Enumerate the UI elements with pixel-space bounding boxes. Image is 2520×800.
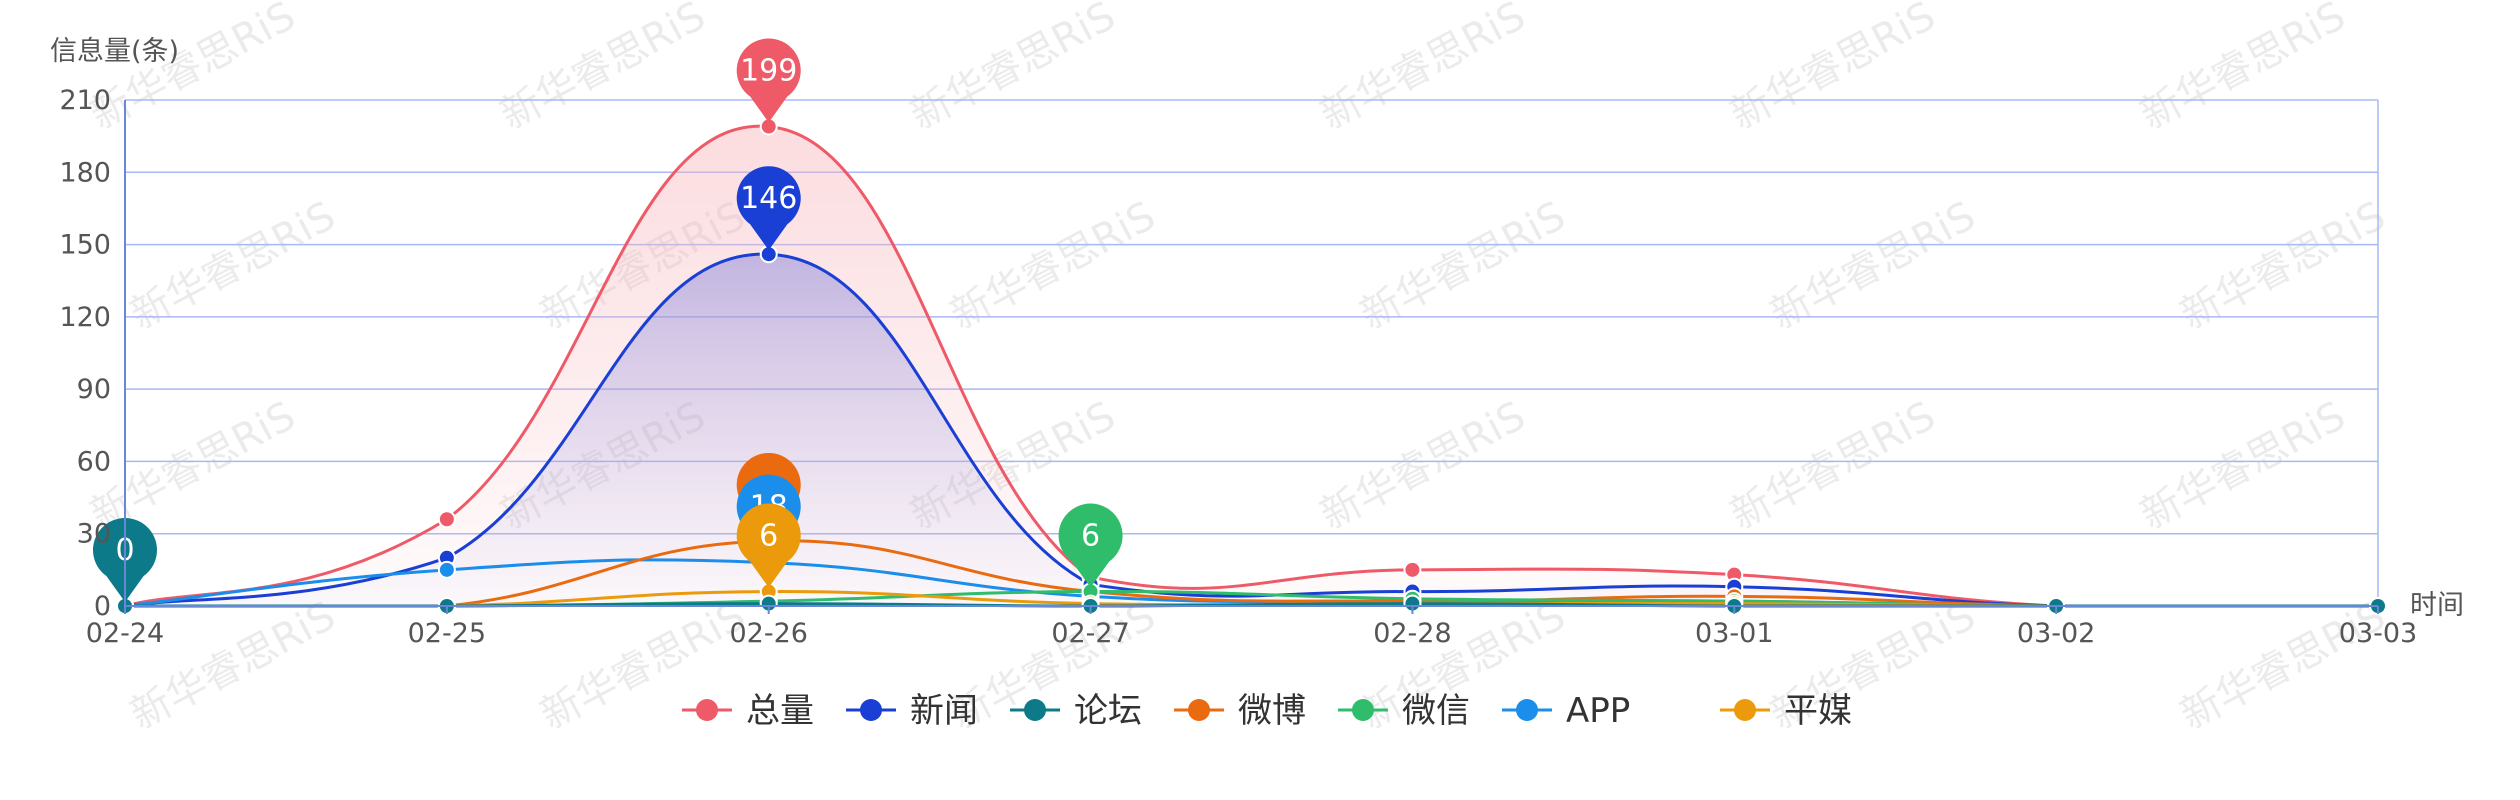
y-axis-title: 信息量(条) (50, 36, 179, 67)
x-tick-label: 03-03 (2339, 618, 2417, 649)
legend-item-总量[interactable]: 总量 (682, 691, 814, 731)
legend-label: APP (1566, 691, 1630, 731)
x-tick-label: 02-27 (1051, 618, 1129, 649)
legend-marker (1188, 699, 1210, 721)
legend-label: 新闻 (910, 691, 978, 731)
watermark-text: 新华睿思RiS (533, 593, 753, 739)
data-point[interactable] (1403, 560, 1422, 579)
data-point[interactable] (437, 560, 456, 579)
x-tick-label: 02-26 (729, 618, 807, 649)
legend-marker (1352, 699, 1374, 721)
pin-label: 146 (740, 181, 797, 216)
area-新闻 (125, 254, 2378, 606)
y-tick-label: 0 (94, 591, 111, 622)
legend-label: 微博 (1238, 691, 1306, 731)
legend-item-平媒[interactable]: 平媒 (1720, 691, 1852, 731)
legend-marker (860, 699, 882, 721)
watermark-text: 新华睿思RiS (123, 593, 343, 739)
area-fills (125, 126, 2378, 606)
legend-item-微博[interactable]: 微博 (1174, 691, 1306, 731)
y-tick-label: 30 (77, 519, 111, 550)
watermark-text: 新华睿思RiS (903, 0, 1123, 139)
legend-label: 论坛 (1074, 691, 1142, 731)
watermark-text: 新华睿思RiS (83, 393, 303, 539)
legend-label: 微信 (1402, 691, 1470, 731)
y-tick-label: 150 (59, 230, 111, 261)
legend-marker (1734, 699, 1756, 721)
legend-item-APP[interactable]: APP (1502, 691, 1630, 731)
legend[interactable]: 总量 新闻 论坛 微博 微信 APP 平媒 (682, 691, 1852, 731)
pin-新闻[interactable]: 146 (736, 166, 801, 251)
legend-item-新闻[interactable]: 新闻 (846, 691, 978, 731)
watermark-text: 新华睿思RiS (1723, 0, 1943, 139)
axes: 信息量(条) 时间 0 30 60 90 120 150 180 210 02-24 02-25 0… (50, 36, 2464, 649)
pin-marker (736, 38, 801, 123)
x-tick-label: 03-02 (2017, 618, 2095, 649)
watermark-text: 新华睿思RiS (2133, 0, 2353, 139)
pin-marker (1058, 503, 1123, 588)
pin-marker (736, 166, 801, 251)
y-tick-label: 180 (59, 157, 111, 188)
x-axis-title: 时间 (2410, 590, 2464, 621)
legend-item-论坛[interactable]: 论坛 (1010, 691, 1142, 731)
watermark-text: 新华睿思RiS (2173, 593, 2393, 739)
y-tick-label: 210 (59, 85, 111, 116)
legend-marker (1516, 699, 1538, 721)
watermark-text: 新华睿思RiS (1313, 0, 1533, 139)
legend-label: 平媒 (1784, 691, 1852, 731)
legend-marker (696, 699, 718, 721)
pin-总量[interactable]: 199 (736, 38, 801, 123)
pin-平媒[interactable]: 6 (736, 503, 801, 588)
series-line-总量 (124, 124, 2378, 608)
data-point[interactable] (437, 510, 456, 529)
watermark-text: 新华睿思RiS (1723, 393, 1943, 539)
watermark-text: 新华睿思RiS (493, 0, 713, 139)
pin-marker (736, 503, 801, 588)
y-tick-label: 60 (77, 446, 111, 477)
x-tick-label: 02-25 (408, 618, 486, 649)
y-tick-label: 90 (77, 374, 111, 405)
pin-label: 6 (759, 519, 778, 554)
legend-label: 总量 (746, 691, 814, 731)
y-tick-label: 120 (59, 302, 111, 333)
legend-item-微信[interactable]: 微信 (1338, 691, 1470, 731)
x-tick-label: 02-28 (1373, 618, 1451, 649)
pin-label: 6 (1081, 519, 1100, 554)
pin-微信[interactable]: 6 (1058, 503, 1123, 588)
watermark-text: 新华睿思RiS (2133, 393, 2353, 539)
x-tick-label: 03-01 (1695, 618, 1773, 649)
x-tick-label: 02-24 (86, 618, 164, 649)
watermark-text: 新华睿思RiS (1313, 393, 1533, 539)
pin-label: 199 (740, 54, 797, 89)
watermark-text: 新华睿思RiS (83, 0, 303, 139)
legend-marker (1024, 699, 1046, 721)
